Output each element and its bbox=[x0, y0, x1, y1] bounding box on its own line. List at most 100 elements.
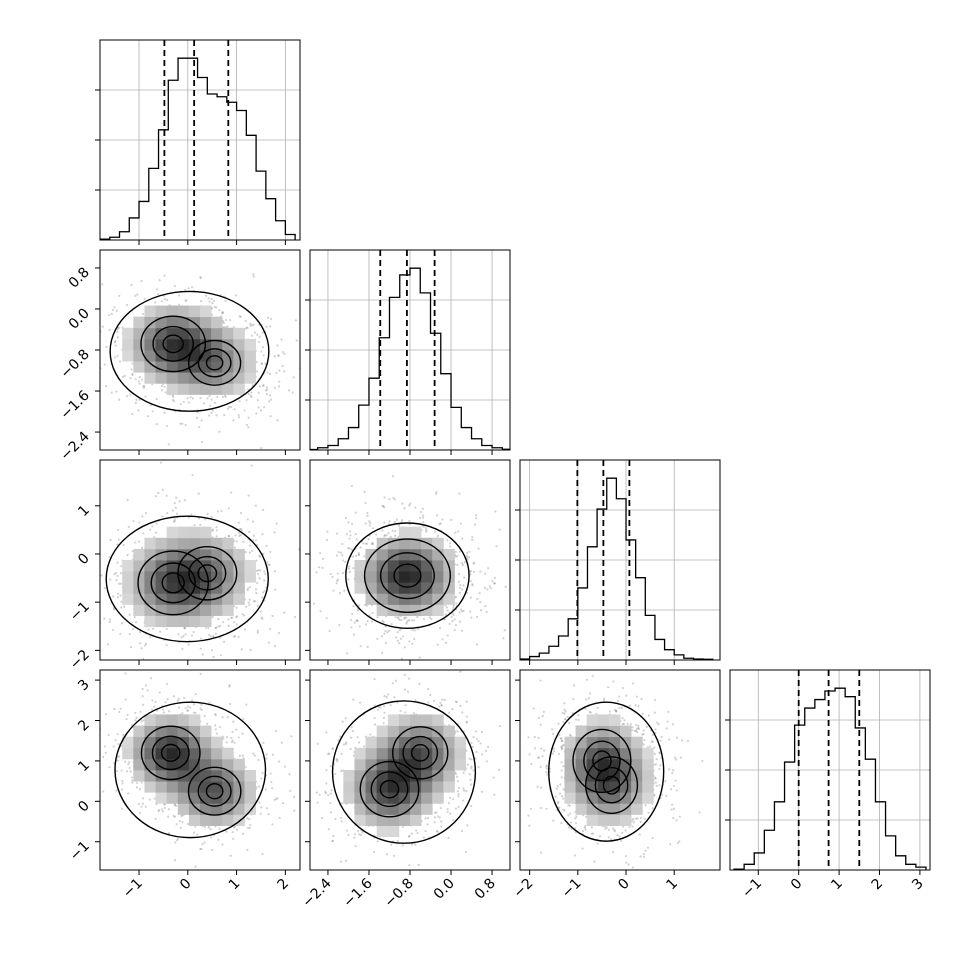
scatter-point bbox=[172, 520, 175, 523]
scatter-point bbox=[198, 425, 201, 429]
scatter-point bbox=[460, 608, 463, 611]
scatter-point bbox=[234, 534, 237, 537]
scatter-point bbox=[95, 586, 97, 588]
scatter-point bbox=[484, 749, 487, 753]
density-cell bbox=[421, 758, 433, 771]
scatter-point bbox=[144, 512, 148, 515]
density-cell bbox=[410, 736, 422, 749]
density-cell bbox=[200, 316, 212, 329]
density-content bbox=[279, 670, 501, 867]
scatter-point bbox=[131, 627, 135, 631]
scatter-point bbox=[366, 514, 369, 517]
density-cell bbox=[365, 758, 378, 771]
density-cell bbox=[233, 338, 245, 351]
density-cell bbox=[155, 361, 168, 373]
scatter-point bbox=[340, 816, 343, 820]
scatter-point bbox=[191, 473, 194, 477]
scatter-point bbox=[233, 408, 236, 411]
scatter-point bbox=[219, 654, 223, 657]
scatter-point bbox=[246, 817, 249, 820]
scatter-point bbox=[447, 836, 450, 839]
scatter-point bbox=[245, 399, 248, 402]
scatter-point bbox=[436, 830, 439, 833]
density-cell bbox=[144, 560, 156, 572]
scatter-point bbox=[230, 616, 233, 619]
scatter-point bbox=[460, 629, 463, 632]
scatter-point bbox=[475, 615, 479, 619]
density-cell bbox=[233, 781, 245, 793]
scatter-point bbox=[90, 623, 92, 625]
scatter-point bbox=[464, 850, 468, 854]
scatter-point bbox=[241, 732, 244, 735]
scatter-point bbox=[261, 596, 264, 599]
scatter-point bbox=[417, 863, 420, 867]
scatter-point bbox=[164, 391, 167, 394]
scatter-point bbox=[335, 582, 338, 585]
scatter-point bbox=[134, 378, 137, 381]
density-cell bbox=[200, 803, 212, 815]
scatter-point bbox=[181, 821, 184, 824]
density-cell bbox=[155, 736, 168, 749]
scatter-point bbox=[199, 523, 202, 526]
contour-line bbox=[197, 564, 218, 583]
scatter-point bbox=[183, 499, 186, 502]
scatter-point bbox=[440, 704, 443, 707]
scatter-point bbox=[341, 769, 344, 772]
density-cell bbox=[200, 747, 212, 760]
scatter-point bbox=[261, 771, 264, 775]
scatter-point bbox=[161, 808, 164, 811]
scatter-point bbox=[273, 355, 276, 358]
scatter-point bbox=[427, 687, 430, 691]
scatter-point bbox=[232, 826, 236, 829]
density-cell bbox=[188, 338, 201, 351]
density-cell bbox=[155, 615, 168, 628]
scatter-point bbox=[327, 752, 330, 755]
scatter-point bbox=[335, 554, 339, 557]
density-cell bbox=[188, 747, 201, 760]
scatter-point bbox=[474, 730, 477, 733]
scatter-point bbox=[453, 629, 456, 632]
density-cell bbox=[233, 361, 245, 373]
scatter-point bbox=[255, 370, 258, 373]
scatter-point bbox=[142, 532, 145, 535]
density-cell bbox=[354, 814, 366, 826]
scatter-point bbox=[110, 312, 113, 316]
density-cell bbox=[233, 372, 245, 384]
density-cell bbox=[122, 736, 134, 749]
scatter-point bbox=[468, 773, 471, 776]
scatter-point bbox=[144, 451, 146, 453]
scatter-point bbox=[215, 529, 218, 532]
scatter-point bbox=[273, 386, 276, 389]
scatter-point bbox=[128, 613, 131, 616]
scatter-point bbox=[352, 633, 356, 636]
scatter-point bbox=[457, 572, 461, 576]
scatter-point bbox=[237, 521, 240, 524]
scatter-point bbox=[211, 528, 214, 531]
scatter-point bbox=[345, 742, 348, 746]
density-cell bbox=[421, 571, 433, 583]
scatter-point bbox=[462, 609, 465, 612]
scatter-point bbox=[214, 626, 217, 630]
scatter-point bbox=[134, 541, 137, 544]
scatter-point bbox=[255, 569, 259, 573]
density-cell bbox=[177, 593, 190, 605]
scatter-point bbox=[486, 567, 490, 570]
density-cell bbox=[365, 548, 378, 561]
scatter-point bbox=[209, 828, 212, 831]
density-cell bbox=[398, 758, 411, 771]
density-cell bbox=[365, 560, 378, 572]
scatter-point bbox=[331, 840, 334, 843]
scatter-point bbox=[194, 693, 197, 696]
scatter-point bbox=[384, 641, 388, 645]
scatter-point bbox=[279, 840, 281, 842]
scatter-point bbox=[221, 310, 224, 314]
density-cell bbox=[133, 548, 145, 561]
scatter-point bbox=[263, 589, 266, 593]
density-cell bbox=[387, 747, 400, 760]
scatter-point bbox=[278, 369, 281, 372]
scatter-point bbox=[162, 711, 165, 714]
scatter-point bbox=[215, 306, 218, 309]
scatter-point bbox=[214, 713, 217, 716]
density-cell bbox=[365, 803, 378, 815]
scatter-point bbox=[155, 397, 158, 401]
